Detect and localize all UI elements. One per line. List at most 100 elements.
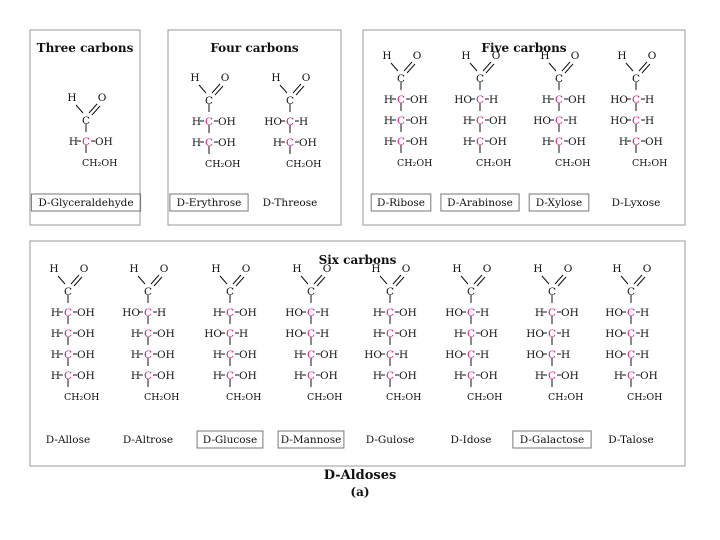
- left-substituent: H: [373, 307, 382, 319]
- right-substituent: OH: [95, 136, 113, 148]
- chiral-carbon: C: [476, 136, 484, 148]
- aldehyde-carbon: C: [555, 73, 563, 85]
- chiral-carbon: C: [64, 307, 72, 319]
- left-substituent: H: [131, 328, 140, 340]
- common-sugar-box: [196, 430, 264, 449]
- left-substituent: HO: [122, 307, 140, 319]
- left-substituent: HO: [364, 349, 382, 361]
- right-substituent: H: [645, 115, 654, 127]
- aldehyde-h-bond: [460, 275, 469, 285]
- chiral-carbon: C: [467, 328, 475, 340]
- right-substituent: OH: [640, 370, 658, 382]
- aldehyde-double-bond: [211, 83, 221, 94]
- figure-caption: D-Aldoses: [323, 468, 397, 483]
- right-substituent: H: [568, 115, 577, 127]
- sugar-name-label: D-Talose: [608, 434, 654, 446]
- aldehyde-h-bond: [75, 104, 84, 114]
- aldehyde-oxygen: O: [564, 263, 573, 275]
- aldehyde-double-bond: [91, 105, 101, 116]
- right-substituent: OH: [399, 307, 417, 319]
- chiral-carbon: C: [548, 370, 556, 382]
- left-substituent: H: [51, 328, 60, 340]
- figure-sublabel: (a): [350, 485, 370, 499]
- left-substituent: H: [213, 370, 222, 382]
- chiral-carbon: C: [467, 307, 475, 319]
- chiral-carbon: C: [64, 328, 72, 340]
- aldehyde-h-bond: [469, 62, 478, 72]
- left-substituent: H: [535, 370, 544, 382]
- aldehyde-double-bond: [403, 61, 413, 72]
- common-sugar-box: [440, 193, 520, 212]
- chiral-carbon: C: [307, 307, 315, 319]
- left-substituent: HO: [204, 328, 222, 340]
- aldehyde-hydrogen: H: [129, 263, 138, 275]
- aldehyde-h-bond: [300, 275, 309, 285]
- chiral-carbon: C: [144, 370, 152, 382]
- left-substituent: H: [619, 136, 628, 148]
- aldehyde-hydrogen: H: [461, 50, 470, 62]
- chiral-carbon: C: [555, 115, 563, 127]
- right-substituent: OH: [561, 307, 579, 319]
- aldehyde-double-bond: [395, 276, 405, 287]
- left-substituent: H: [463, 136, 472, 148]
- aldehyde-double-bond: [476, 276, 486, 287]
- aldehyde-double-bond: [392, 274, 402, 285]
- aldehyde-carbon: C: [144, 286, 152, 298]
- aldehyde-double-bond: [406, 63, 416, 74]
- right-substituent: OH: [568, 94, 586, 106]
- aldehyde-double-bond: [316, 276, 326, 287]
- aldehyde-oxygen: O: [571, 50, 580, 62]
- aldehyde-double-bond: [641, 63, 651, 74]
- aldehyde-hydrogen: H: [452, 263, 461, 275]
- left-substituent: H: [535, 307, 544, 319]
- sugar-name-label: D-Erythrose: [177, 197, 242, 209]
- left-substituent: H: [131, 370, 140, 382]
- left-substituent: H: [454, 328, 463, 340]
- chiral-carbon: C: [64, 349, 72, 361]
- panel-title: Five carbons: [481, 41, 566, 55]
- right-substituent: H: [561, 328, 570, 340]
- left-substituent: H: [373, 370, 382, 382]
- right-substituent: OH: [399, 328, 417, 340]
- terminal-group: CH₂OH: [632, 158, 667, 169]
- aldehyde-double-bond: [88, 103, 98, 114]
- aldehyde-carbon: C: [476, 73, 484, 85]
- aldehyde-double-bond: [214, 85, 224, 96]
- left-substituent: HO: [610, 115, 628, 127]
- panel-title: Four carbons: [210, 41, 299, 55]
- common-sugar-box: [30, 193, 142, 212]
- right-substituent: H: [480, 307, 489, 319]
- chiral-carbon: C: [386, 307, 394, 319]
- right-substituent: OH: [77, 307, 95, 319]
- chiral-carbon: C: [397, 94, 405, 106]
- chiral-carbon: C: [467, 349, 475, 361]
- sugar-name-label: D-Ribose: [377, 197, 425, 209]
- aldehyde-double-bond: [150, 274, 160, 285]
- aldehyde-double-bond: [482, 61, 492, 72]
- left-substituent: H: [384, 115, 393, 127]
- aldehyde-carbon: C: [397, 73, 405, 85]
- terminal-group: CH₂OH: [286, 159, 321, 170]
- left-substituent: HO: [605, 328, 623, 340]
- aldehyde-hydrogen: H: [190, 72, 199, 84]
- aldehyde-double-bond: [473, 274, 483, 285]
- chiral-carbon: C: [476, 94, 484, 106]
- chiral-carbon: C: [205, 116, 213, 128]
- chiral-carbon: C: [632, 94, 640, 106]
- right-substituent: OH: [77, 370, 95, 382]
- aldehyde-h-bond: [198, 84, 207, 94]
- chiral-carbon: C: [627, 370, 635, 382]
- aldehyde-h-bond: [390, 62, 399, 72]
- right-substituent: OH: [299, 137, 317, 149]
- aldehyde-double-bond: [554, 274, 564, 285]
- left-substituent: H: [273, 137, 282, 149]
- sugar-name-label: D-Glyceraldehyde: [38, 197, 133, 209]
- chiral-carbon: C: [226, 370, 234, 382]
